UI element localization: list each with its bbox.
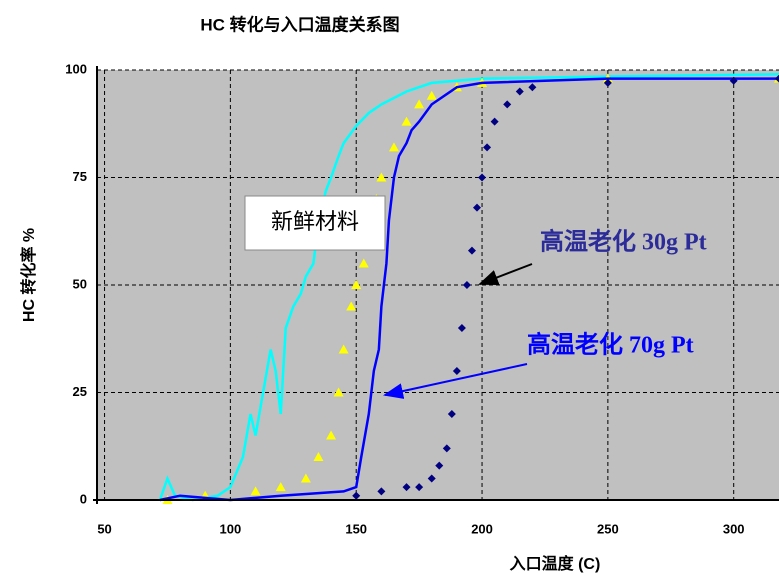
- point: [401, 116, 412, 126]
- x-tick-label: 200: [471, 521, 493, 536]
- point: [333, 387, 344, 397]
- x-axis-label: 入口温度 (C): [510, 554, 601, 573]
- x-tick-label: 300: [723, 521, 745, 536]
- x-tick-label: 100: [220, 521, 242, 536]
- point: [313, 452, 324, 461]
- point: [300, 473, 311, 483]
- point: [775, 74, 779, 83]
- point: [415, 483, 424, 492]
- point: [490, 117, 499, 126]
- point: [473, 203, 482, 212]
- point: [326, 430, 337, 440]
- point: [729, 76, 738, 85]
- point: [352, 491, 361, 500]
- point: [388, 142, 399, 152]
- y-tick-label: 0: [80, 491, 87, 506]
- point: [358, 258, 369, 268]
- point: [435, 461, 444, 470]
- point: [462, 281, 471, 289]
- point: [250, 486, 261, 496]
- point: [528, 83, 537, 92]
- y-tick-label: 100: [65, 61, 87, 76]
- x-tick-label: 150: [345, 521, 367, 536]
- point: [275, 482, 286, 492]
- annotation: 高温老化 30g Pt: [540, 228, 707, 256]
- point: [478, 173, 487, 182]
- y-tick-label: 75: [73, 169, 87, 184]
- annotation-arrow: [383, 363, 528, 399]
- x-tick-label: 50: [97, 521, 111, 536]
- point: [376, 172, 387, 182]
- point: [402, 483, 411, 492]
- point: [338, 344, 349, 354]
- annotation: 高温老化 70g Pt: [527, 331, 694, 359]
- point: [442, 444, 451, 453]
- point: [467, 246, 476, 255]
- point: [452, 367, 461, 375]
- point: [427, 474, 436, 483]
- annotation-box: [244, 195, 386, 251]
- y-tick-label: 25: [73, 384, 87, 399]
- y-tick-label: 50: [73, 276, 87, 291]
- chart-title: HC 转化与入口温度关系图: [200, 14, 399, 34]
- point: [483, 143, 492, 152]
- point: [346, 301, 357, 311]
- point: [414, 99, 425, 109]
- x-tick-label: 250: [597, 521, 619, 536]
- point: [351, 280, 362, 289]
- y-axis-label: HC 转化率 %: [19, 228, 38, 322]
- marks: [158, 73, 779, 504]
- point: [377, 487, 386, 496]
- annotation-arrow: [478, 263, 533, 286]
- point: [515, 87, 524, 96]
- point: [457, 324, 466, 332]
- point: [447, 410, 456, 418]
- point: [426, 90, 437, 100]
- annotation: 新鲜材料: [271, 209, 359, 234]
- point: [603, 78, 612, 87]
- plot-area: [97, 70, 779, 500]
- grid: [97, 69, 779, 501]
- series-line: [158, 73, 779, 502]
- series-line: [159, 77, 779, 502]
- point: [503, 100, 512, 109]
